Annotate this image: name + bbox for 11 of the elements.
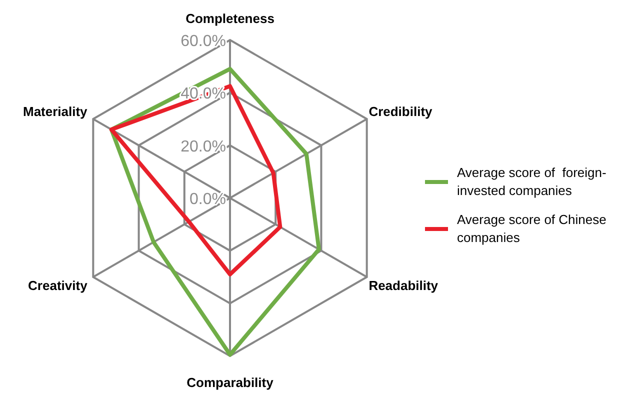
spoke-label: Comparability (186, 375, 274, 390)
y-tick-label: 0.0% (190, 191, 226, 208)
spoke-label: Materiality (23, 104, 88, 119)
spoke-label: Credibility (368, 104, 434, 119)
legend-label: Average score of Chinese companies (457, 212, 606, 245)
legend-label: Average score of foreign-invested companies (457, 165, 606, 198)
y-tick-label: 60.0% (180, 33, 226, 50)
y-tick-label: 20.0% (180, 138, 226, 156)
spoke-label: Creativity (28, 278, 88, 293)
spoke-label: Readability (368, 278, 439, 293)
spoke-label: Completeness (186, 11, 274, 26)
